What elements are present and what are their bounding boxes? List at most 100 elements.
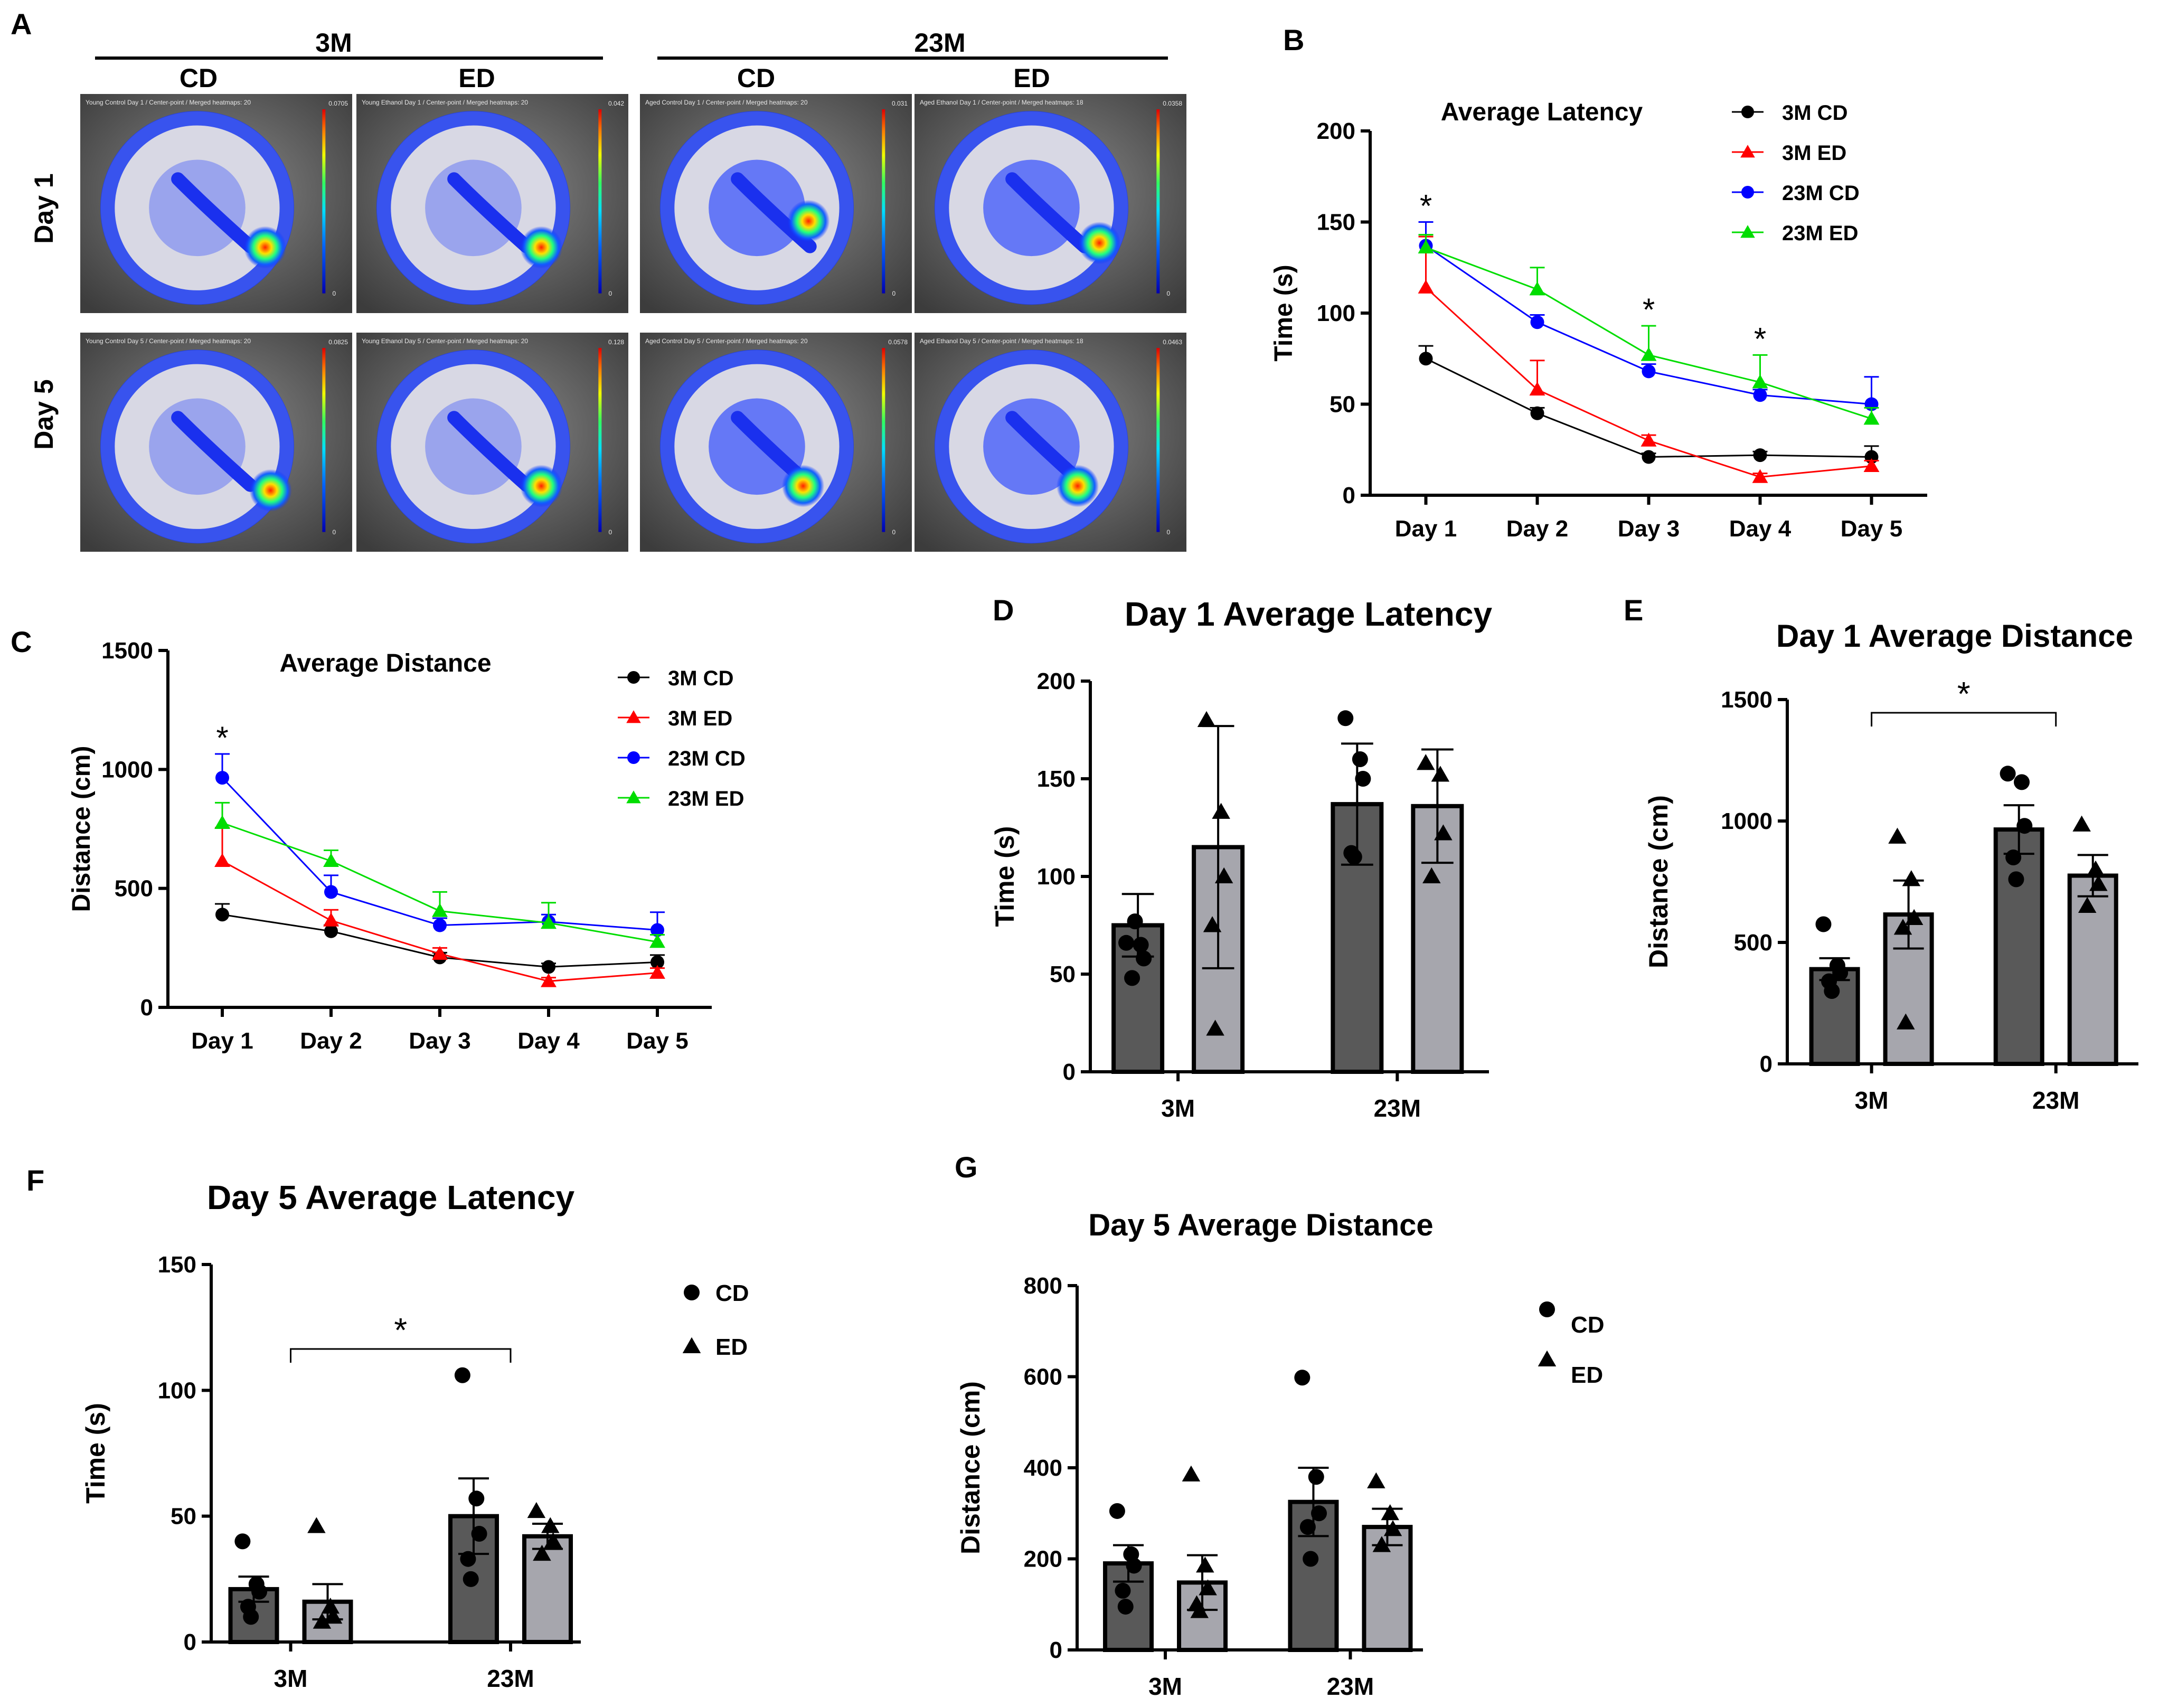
- arena-rim-heat: [376, 111, 570, 305]
- row-label-day1: Day 1: [29, 173, 59, 243]
- y-tick-label: 800: [1024, 1273, 1062, 1299]
- colorbar-max: 0.0578: [888, 338, 908, 346]
- x-tick-label: 3M: [274, 1665, 308, 1692]
- significance-star: *: [216, 720, 228, 756]
- individual-point: [471, 1526, 487, 1542]
- colorbar: [882, 109, 885, 294]
- y-tick-label: 1500: [1721, 687, 1773, 713]
- tile-caption: Young Ethanol Day 5 / Center-point / Mer…: [362, 337, 528, 345]
- data-point: [1530, 406, 1544, 420]
- arena-path-heat: [1005, 172, 1091, 253]
- individual-point: [1196, 1556, 1214, 1573]
- individual-point: [533, 1544, 551, 1561]
- data-point: [214, 815, 230, 829]
- individual-point: [1308, 1469, 1324, 1485]
- arena-center-heat: [983, 398, 1080, 495]
- chart-title: Average Distance: [279, 649, 491, 677]
- bar-chart-d: 0 50 100 150 200 Time (s) Day 1 Average Latenc…: [990, 595, 1492, 1122]
- colorbar: [1156, 109, 1160, 294]
- data-point: [1530, 315, 1544, 329]
- legend-label: CD: [1571, 1312, 1605, 1338]
- individual-point: [1197, 711, 1216, 727]
- bar: [1288, 1499, 1339, 1652]
- y-tick-label: 200: [1024, 1546, 1062, 1572]
- y-tick-label: 0: [1050, 1637, 1062, 1663]
- heatmap-tile: Young Control Day 5 / Center-point / Mer…: [80, 333, 352, 552]
- data-point: [324, 924, 338, 938]
- row-label-day5: Day 5: [29, 379, 59, 449]
- data-point: [215, 771, 229, 785]
- individual-point: [1815, 916, 1832, 932]
- chart-title: Day 1 Average Latency: [1125, 595, 1492, 633]
- individual-point: [1124, 970, 1140, 986]
- x-tick-label: 3M: [1161, 1094, 1195, 1122]
- arena-center-heat: [149, 159, 246, 257]
- legend-label: 3M ED: [1782, 141, 1846, 165]
- heatmap-tile: Young Ethanol Day 1 / Center-point / Mer…: [356, 94, 628, 313]
- legend-label: ED: [715, 1334, 748, 1360]
- legend-label: 3M CD: [668, 667, 733, 690]
- legend-marker: [1538, 1350, 1557, 1366]
- colorbar-max: 0.031: [892, 100, 908, 107]
- x-tick-label: Day 4: [517, 1028, 580, 1054]
- individual-point: [1117, 1599, 1134, 1615]
- legend-marker: [1539, 1301, 1555, 1317]
- colorbar-max: 0.0825: [328, 338, 348, 346]
- y-axis-label: Time (s): [81, 1403, 110, 1504]
- tile-caption: Aged Ethanol Day 1 / Center-point / Merg…: [920, 99, 1083, 106]
- y-tick-label: 150: [1037, 766, 1076, 792]
- individual-point: [1893, 919, 1912, 935]
- individual-point: [243, 1609, 259, 1625]
- data-point: [650, 955, 664, 969]
- individual-point: [2005, 850, 2022, 865]
- chart-title: Day 1 Average Distance: [1776, 618, 2133, 654]
- bar-chart-g: 0 200 400 600 800 Distance (cm) Day 5 Average …: [956, 1208, 1605, 1700]
- data-point: [433, 918, 447, 932]
- y-tick-label: 100: [1037, 864, 1076, 890]
- arena: [376, 350, 570, 543]
- individual-point: [2086, 860, 2105, 876]
- significance-star: *: [394, 1311, 407, 1349]
- series-3m-cd: [1418, 345, 1879, 464]
- arena-rim-heat: [100, 350, 294, 544]
- panel-e-letter: E: [1624, 593, 1643, 627]
- individual-point: [2016, 818, 2033, 834]
- colorbar-min: 0: [609, 290, 612, 297]
- individual-point: [1303, 1551, 1319, 1567]
- individual-point: [1383, 1520, 1402, 1536]
- individual-point: [307, 1517, 326, 1533]
- individual-point: [1199, 1579, 1217, 1596]
- y-tick-label: 0: [1343, 483, 1355, 508]
- charts: 0 50 100 150 200 Day 1 Day 2 Day 3 Day 4 Day 5 Tim…: [68, 98, 2138, 1700]
- individual-point: [1212, 803, 1230, 819]
- legend-marker: [627, 751, 640, 764]
- individual-point: [1182, 1465, 1201, 1481]
- individual-point: [234, 1533, 251, 1550]
- individual-point: [1299, 1519, 1316, 1535]
- individual-point: [1431, 766, 1450, 782]
- tile-caption: Aged Control Day 1 / Center-point / Merg…: [645, 99, 808, 106]
- group-label-3m: 3M: [315, 28, 352, 58]
- individual-point: [1824, 983, 1840, 999]
- y-tick-label: 0: [184, 1629, 196, 1655]
- data-point: [323, 912, 339, 927]
- individual-point: [1905, 909, 1924, 925]
- individual-point: [1897, 1013, 1915, 1030]
- individual-point: [468, 1490, 485, 1507]
- legend-marker: [684, 1285, 700, 1300]
- individual-point: [1109, 1503, 1125, 1519]
- y-tick-label: 500: [115, 876, 153, 902]
- data-point: [1642, 364, 1656, 379]
- bar: [522, 1534, 573, 1645]
- legend-label: 23M CD: [1782, 182, 1860, 205]
- data-point: [1641, 432, 1657, 447]
- legend-label: 23M ED: [668, 787, 744, 810]
- y-axis-label: Distance (cm): [1644, 795, 1673, 968]
- arena-center-heat: [149, 398, 246, 495]
- individual-point: [527, 1502, 546, 1518]
- x-tick-label: Day 5: [1841, 516, 1902, 542]
- significance-bracket: [1871, 712, 2057, 726]
- data-point: [1418, 279, 1434, 294]
- panel-d-letter: D: [993, 593, 1014, 627]
- individual-point: [313, 1612, 332, 1629]
